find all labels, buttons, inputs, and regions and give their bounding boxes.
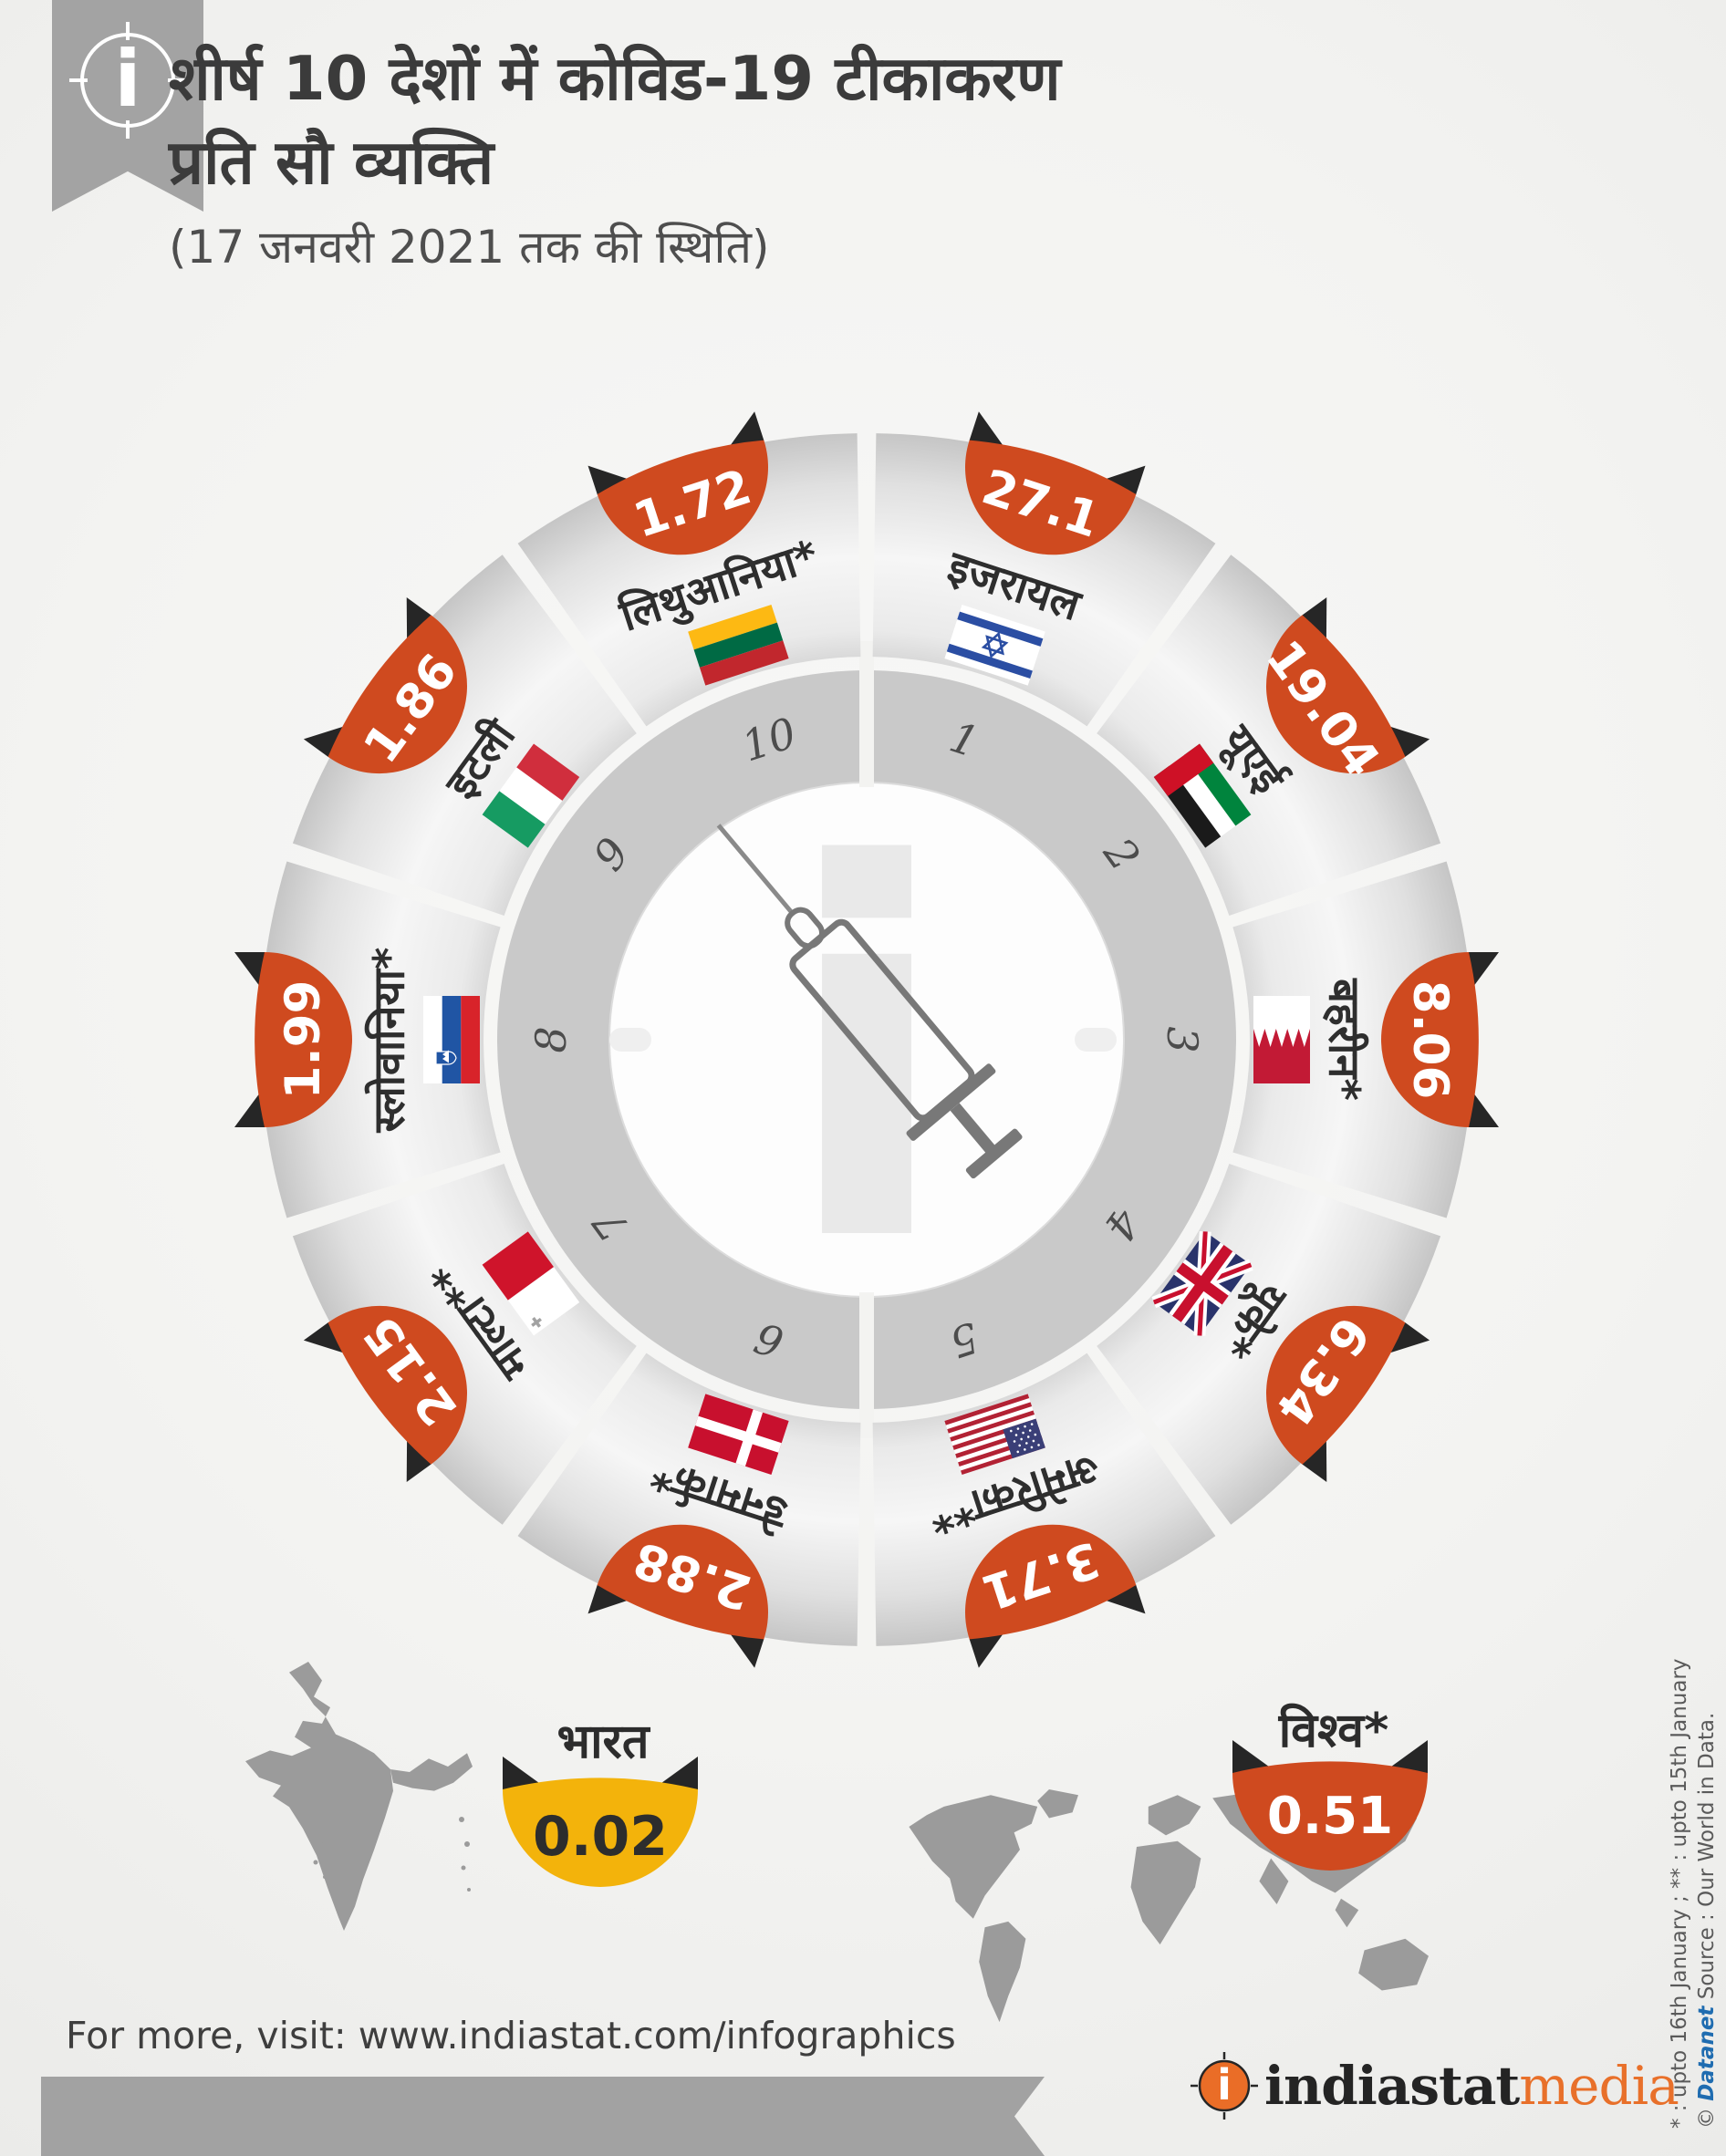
wheel-segment-denmark: डेनमार्क*62.88: [517, 1312, 861, 1668]
segment-wedge: [292, 1164, 637, 1525]
brand-name: indiastat: [1264, 2055, 1520, 2117]
segment-wedge: [260, 861, 501, 1218]
page-title-line1: शीर्ष 10 देशों में कोविड-19 टीकाकरण: [169, 43, 1061, 114]
segment-value-badge: 1.99: [234, 952, 352, 1127]
uk-flag: [1151, 1230, 1253, 1336]
wheel-segment-slovenia: स्लोवानिया* 8 1.99: [234, 861, 576, 1218]
badge-wing-left: [1232, 1740, 1279, 1774]
world-value: 0.51: [1267, 1787, 1393, 1846]
lithuania-flag: [688, 604, 789, 686]
wheel-segment-uk: यूके*46.34: [1094, 1164, 1441, 1525]
segment-value-badge: 6.34: [1265, 1305, 1430, 1482]
indiastat-i-crosshair-icon: i: [69, 22, 186, 139]
segment-value: 1.99: [276, 980, 331, 1100]
segment-value-badge: 8.06: [1381, 952, 1499, 1127]
segment-wedge: [1232, 861, 1473, 1218]
badge-wing-right: [651, 1757, 698, 1790]
ring-tick-left: [609, 1028, 651, 1052]
uae-flag: [1153, 743, 1252, 848]
world-value-badge: 0.51: [1232, 1740, 1428, 1871]
copyright-symbol: ©: [1695, 2100, 1719, 2129]
page-title-line2: प्रति सौ व्यक्ति: [169, 127, 494, 199]
denmark-flag: [688, 1394, 789, 1476]
segment-wedge: [1097, 555, 1441, 916]
svg-text:i: i: [114, 34, 140, 125]
title-block: शीर्ष 10 देशों में कोविड-19 टीकाकरण प्रत…: [169, 36, 1446, 276]
segment-wedge: [1097, 1164, 1441, 1525]
source-text: Source : Our World in Data.: [1695, 1712, 1719, 2006]
segment-country-label: स्लोवानिया*: [365, 948, 415, 1134]
slovenia-flag: [423, 996, 481, 1083]
segment-value: 8.06: [1402, 980, 1458, 1100]
indiastat-i-crosshair-icon: i: [1191, 2052, 1258, 2120]
brand-logo[interactable]: i indiastat media: [1184, 2045, 1679, 2127]
wheel-segment-lithuania: लिथुआनिया*101.72: [517, 411, 861, 772]
segment-wedge: [292, 555, 637, 916]
segment-value-badge: 1.72: [587, 411, 768, 555]
india-value-badge: 0.02: [503, 1757, 698, 1887]
ring-slot-top: [859, 641, 874, 787]
bahrain-flag: [1253, 996, 1310, 1083]
segment-country-label: बहरीन*: [1319, 978, 1369, 1101]
world-label: विश्व*: [1278, 1704, 1389, 1758]
wheel-segment-bahrain: बहरीन* 3 8.06: [1158, 861, 1499, 1218]
italy-flag: [482, 743, 580, 848]
footnote-asterisks: * : upto 16th January ; ** : upto 15th J…: [1668, 1658, 1691, 2129]
syringe-icon: [716, 824, 1023, 1179]
ring-slot-bottom: [859, 1292, 874, 1438]
page-subtitle: (17 जनवरी 2021 तक की स्थिति): [169, 220, 770, 274]
segment-value-badge: 2.88: [587, 1524, 768, 1668]
badge-wing-right: [1381, 1740, 1428, 1774]
segment-rank: 3: [1158, 1026, 1207, 1052]
israel-flag: [944, 604, 1045, 686]
badge-wing-left: [503, 1757, 549, 1790]
svg-text:i: i: [1217, 2060, 1232, 2109]
datanet-brand: Datanet: [1695, 2006, 1719, 2101]
malta-flag: [482, 1231, 580, 1336]
segment-rank: 8: [526, 1026, 576, 1052]
india-map: [245, 1662, 473, 1931]
visit-link[interactable]: For more, visit: www.indiastat.com/infog…: [66, 2014, 956, 2058]
ring-tick-right: [1075, 1028, 1117, 1052]
india-value: 0.02: [533, 1805, 668, 1869]
footer-banner: [41, 2077, 1045, 2156]
segment-value-badge: 27.1: [965, 411, 1146, 555]
india-label: भारत: [556, 1715, 650, 1769]
wheel-center: i: [497, 641, 1236, 1438]
wheel-segment-usa: अमेरिका**53.71: [872, 1312, 1216, 1668]
brand-suffix: media: [1519, 2055, 1679, 2117]
usa-flag: [944, 1394, 1045, 1476]
source-note: © Datanet Source : Our World in Data.: [1695, 1713, 1719, 2129]
segment-value-badge: 3.71: [965, 1524, 1146, 1668]
